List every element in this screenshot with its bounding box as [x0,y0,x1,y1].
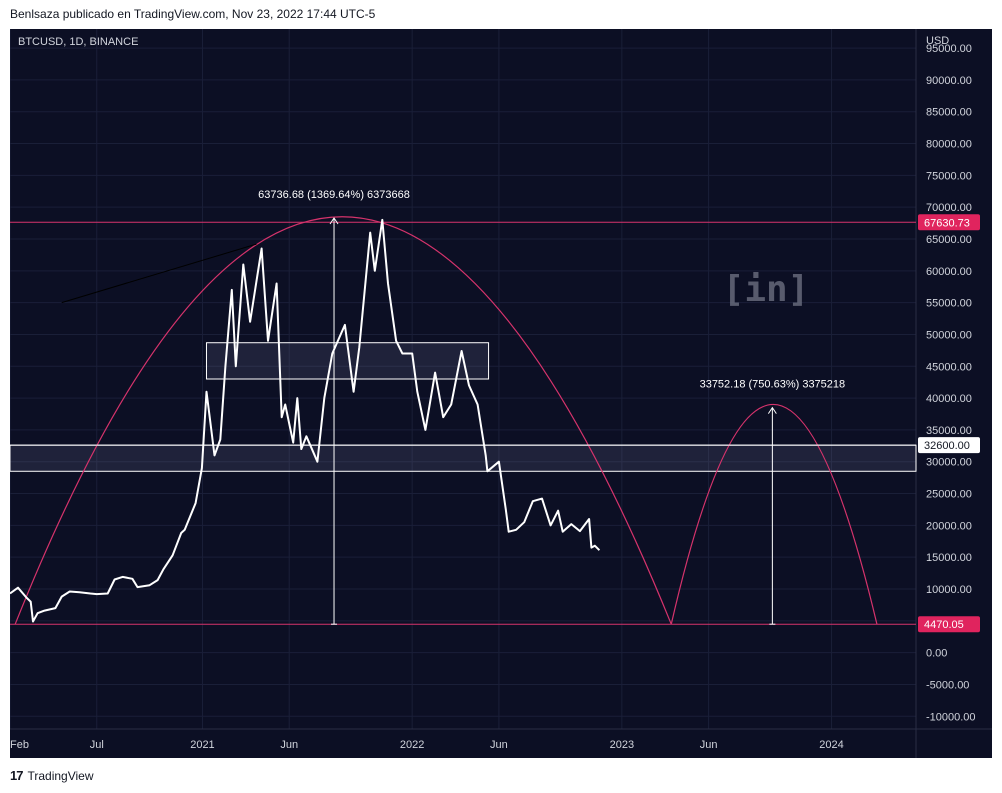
time-tick-label: Jul [90,739,104,751]
price-tick-label: 50000.00 [926,329,972,341]
currency-label: USD [926,35,949,47]
price-level-badge [918,214,980,231]
price-tick-label: 35000.00 [926,425,972,437]
price-tick-label: 90000.00 [926,75,972,87]
price-tick-label: 70000.00 [926,202,972,214]
price-tick-label: -10000.00 [926,711,976,723]
time-tick-label: 2024 [819,739,843,751]
price-tick-label: 85000.00 [926,107,972,119]
publisher-caption: Benlsaza publicado en TradingView.com, N… [10,7,376,21]
price-tick-label: 75000.00 [926,170,972,182]
time-tick-label: Jun [700,739,718,751]
measurement-label: 63736.68 (1369.64%) 6373668 [258,189,410,201]
tradingview-logo-icon: 17 [10,768,24,783]
price-tick-label: 25000.00 [926,489,972,501]
price-tick-label: 65000.00 [926,234,972,246]
price-level-badge-label: 67630.73 [924,217,970,229]
measurement-arrow-icon [329,217,339,225]
footer: 17 TradingView [10,768,94,783]
time-tick-label: 2023 [610,739,634,751]
price-tick-label: 0.00 [926,648,947,660]
price-tick-label: 95000.00 [926,43,972,55]
price-level-badge-label: 4470.05 [924,619,964,631]
price-tick-label: 20000.00 [926,520,972,532]
symbol-label: BTCUSD, 1D, BINANCE [18,36,139,48]
time-tick-label: Jun [490,739,508,751]
time-tick-label: 2022 [400,739,424,751]
time-tick-label: 2021 [190,739,214,751]
consolidation-zone [10,444,917,472]
time-tick-label: Jun [280,739,298,751]
beincrypto-watermark: [in] [723,269,810,310]
price-tick-label: 30000.00 [926,457,972,469]
chart-background [10,29,992,758]
price-level-badge [918,437,980,454]
price-tick-label: -5000.00 [926,679,969,691]
price-level-badge-label: 32600.00 [924,440,970,452]
price-level-badge [918,616,980,633]
footer-brand: TradingView [27,768,94,783]
price-tick-label: 45000.00 [926,361,972,373]
trend-line [61,243,257,304]
cycle-arc [670,403,878,625]
btc-chart[interactable]: 63736.68 (1369.64%) 6373668 33752.18 (750… [10,29,992,758]
price-tick-label: 55000.00 [926,298,972,310]
price-tick-label: 60000.00 [926,266,972,278]
time-tick-label: Feb [10,739,29,751]
measurement-arrow-icon [767,406,777,414]
price-tick-label: 80000.00 [926,139,972,151]
price-tick-label: 15000.00 [926,552,972,564]
price-tick-label: 40000.00 [926,393,972,405]
price-tick-label: 10000.00 [926,584,972,596]
price-series-line [10,218,601,623]
measurement-label: 33752.18 (750.63%) 3375218 [700,379,846,391]
cycle-arc [14,216,672,625]
